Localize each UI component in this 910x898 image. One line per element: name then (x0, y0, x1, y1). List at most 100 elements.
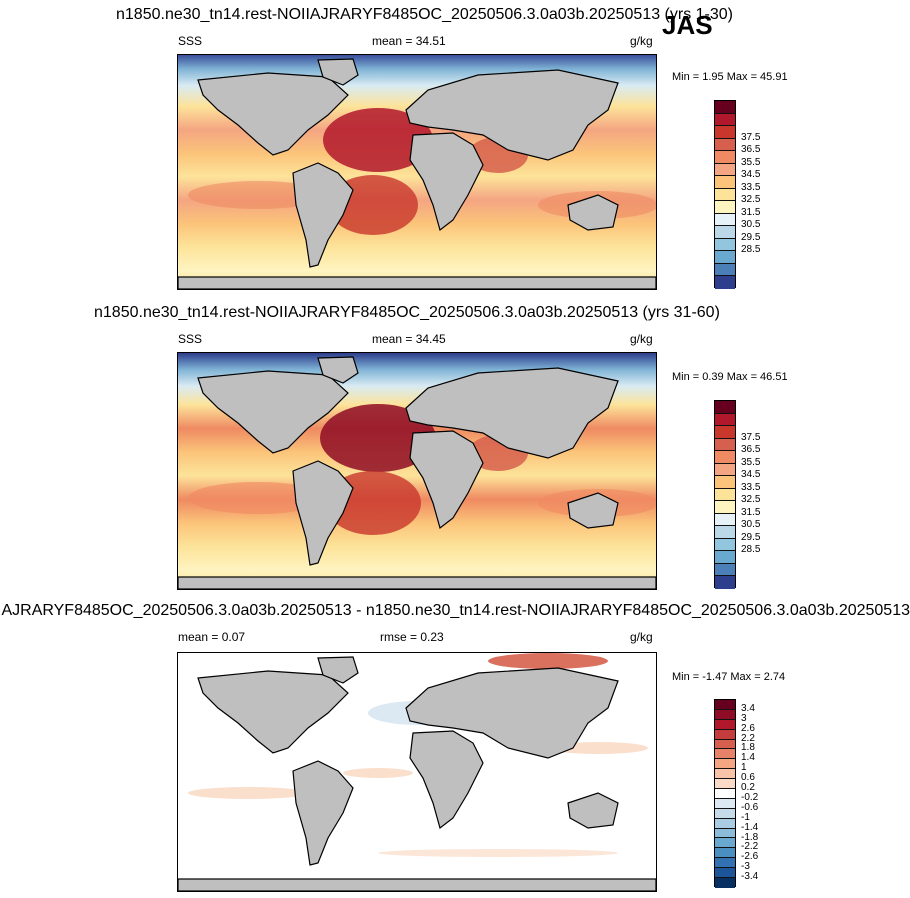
colorbar-segment (715, 126, 735, 139)
colorbar-tick-label: 28.5 (741, 544, 761, 556)
colorbar-tick-label: 0.6 (741, 772, 755, 784)
colorbar-segment (715, 576, 735, 589)
colorbar-segment (715, 739, 735, 750)
panel-3-colorbar-segments (714, 699, 736, 888)
colorbar-tick-label: 1 (741, 762, 747, 774)
panel-1-colorbar-segments (714, 100, 736, 289)
colorbar-segment (715, 113, 735, 127)
colorbar-tick-label: 34.5 (741, 169, 761, 181)
colorbar-tick-label: 31.5 (741, 506, 761, 518)
colorbar-tick-label: -3.4 (741, 871, 759, 883)
colorbar-tick-label: 33.5 (741, 181, 761, 193)
colorbar-segment (715, 818, 735, 829)
colorbar-segment (715, 779, 735, 790)
colorbar-segment (715, 401, 735, 414)
panel-1-map-canvas (178, 55, 656, 289)
panel-2-map-canvas (178, 353, 656, 589)
panel-2-map (177, 352, 657, 590)
colorbar-segment (715, 808, 735, 819)
colorbar-tick-label: 34.5 (741, 469, 761, 481)
colorbar-segment (715, 828, 735, 839)
panel-2-colorbar: 37.5 36.5 35.5 34.5 33.5 32.5 31.5 30.5 29.5 28.5 (714, 400, 794, 590)
colorbar-tick-label: -1.8 (741, 831, 759, 843)
colorbar-segment (715, 563, 735, 577)
colorbar-segment (715, 201, 735, 214)
colorbar-segment (715, 759, 735, 770)
panel-3-colorbar: 3.4 3 2.6 2.2 1.8 1.4 1 0.6 0.2 -0.2 -0.6 -1 -1.4 -1.… (714, 699, 794, 889)
panel-1-mean-label: mean = 34.51 (372, 34, 446, 48)
colorbar-tick-label: 36.5 (741, 144, 761, 156)
colorbar-segment (715, 700, 735, 710)
colorbar-segment (715, 769, 735, 780)
colorbar-tick-label: -2.6 (741, 851, 759, 863)
colorbar-segment (715, 501, 735, 514)
colorbar-segment (715, 551, 735, 564)
colorbar-segment (715, 101, 735, 114)
colorbar-segment (715, 151, 735, 164)
panel-3-mean-label: mean = 0.07 (178, 630, 246, 644)
panel-1-units-label: g/kg (630, 34, 653, 48)
colorbar-segment (715, 488, 735, 502)
colorbar-tick-label: 32.5 (741, 494, 761, 506)
colorbar-tick-label: 35.5 (741, 156, 761, 168)
colorbar-segment (715, 176, 735, 189)
panel-1-title: n1850.ne30_tn14.rest-NOIIAJRARYF8485OC_2… (116, 6, 734, 23)
colorbar-segment (715, 538, 735, 552)
panel-3-minmax-label: Min = -1.47 Max = 2.74 (672, 671, 786, 683)
colorbar-tick-label: 28.5 (741, 244, 761, 256)
colorbar-segment (715, 413, 735, 427)
panel-1-colorbar: 37.5 36.5 35.5 34.5 33.5 32.5 31.5 30.5 29.5 28.5 (714, 100, 794, 290)
colorbar-tick-label: 30.5 (741, 219, 761, 231)
colorbar-segment (715, 729, 735, 740)
panel-1-variable-label: SSS (178, 34, 203, 48)
colorbar-tick-label: -1 (741, 811, 750, 823)
colorbar-tick-label: 33.5 (741, 481, 761, 493)
colorbar-tick-label: -1.4 (741, 821, 759, 833)
colorbar-tick-label: 1.4 (741, 752, 755, 764)
colorbar-tick-label: 1.8 (741, 742, 755, 754)
colorbar-tick-label: 36.5 (741, 444, 761, 456)
panel-3-map-canvas (178, 653, 656, 891)
colorbar-segment (715, 438, 735, 452)
colorbar-segment (715, 276, 735, 289)
colorbar-segment (715, 163, 735, 177)
colorbar-segment (715, 263, 735, 277)
colorbar-tick-label: 2.2 (741, 732, 755, 744)
colorbar-segment (715, 848, 735, 859)
colorbar-tick-label: 35.5 (741, 456, 761, 468)
panel-3-rmse-label: rmse = 0.23 (380, 630, 444, 644)
colorbar-tick-label: 29.5 (741, 531, 761, 543)
colorbar-tick-label: 2.6 (741, 722, 755, 734)
colorbar-tick-label: 0.2 (741, 782, 755, 794)
panel-3-map (177, 652, 657, 892)
colorbar-segment (715, 798, 735, 809)
colorbar-tick-label: 37.5 (741, 431, 761, 443)
colorbar-tick-label: 3 (741, 712, 747, 724)
colorbar-segment (715, 513, 735, 527)
colorbar-segment (715, 463, 735, 477)
panel-1-map (177, 54, 657, 290)
colorbar-segment (715, 251, 735, 264)
panel-1-minmax-label: Min = 1.95 Max = 45.91 (672, 71, 788, 83)
season-label: JAS (662, 10, 713, 40)
panel-2-minmax-label: Min = 0.39 Max = 46.51 (672, 371, 788, 383)
panel-3-title: n1850.ne30_tn14.rest-NOIIAJRARYF8485OC_2… (0, 602, 910, 619)
colorbar-segment (715, 789, 735, 799)
colorbar-segment (715, 749, 735, 760)
colorbar-segment (715, 138, 735, 152)
colorbar-tick-label: 29.5 (741, 231, 761, 243)
colorbar-segment (715, 526, 735, 539)
colorbar-segment (715, 451, 735, 464)
colorbar-tick-label: 30.5 (741, 519, 761, 531)
colorbar-tick-label: 32.5 (741, 194, 761, 206)
colorbar-segment (715, 719, 735, 730)
colorbar-segment (715, 238, 735, 252)
colorbar-segment (715, 858, 735, 869)
colorbar-tick-label: -0.6 (741, 801, 759, 813)
panel-2-colorbar-segments (714, 400, 736, 589)
colorbar-tick-label: 3.4 (741, 702, 755, 714)
colorbar-segment (715, 868, 735, 879)
colorbar-tick-label: -0.2 (741, 791, 759, 803)
colorbar-tick-label: 31.5 (741, 206, 761, 218)
panel-2-title: n1850.ne30_tn14.rest-NOIIAJRARYF8485OC_2… (94, 304, 720, 321)
